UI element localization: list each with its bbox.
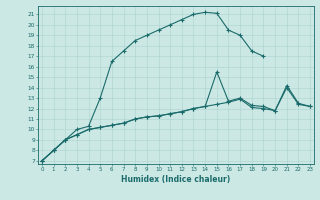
X-axis label: Humidex (Indice chaleur): Humidex (Indice chaleur) [121,175,231,184]
